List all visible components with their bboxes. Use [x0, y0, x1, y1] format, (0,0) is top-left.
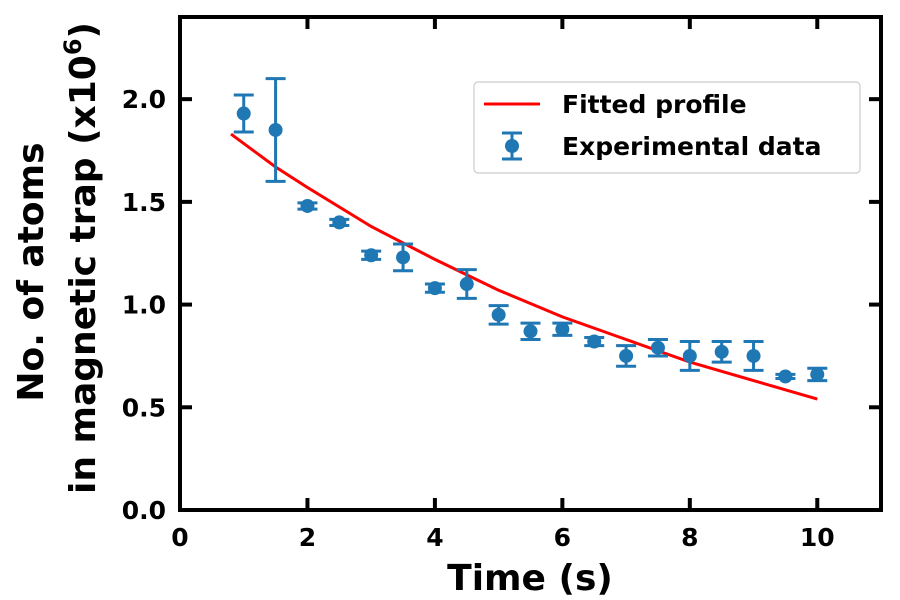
legend-data-label: Experimental data [562, 132, 821, 161]
y-tick-label: 1.5 [122, 188, 166, 217]
data-marker [459, 277, 474, 292]
experimental-data-series [233, 77, 828, 384]
x-tick-label: 4 [426, 523, 443, 552]
data-marker [714, 344, 729, 359]
data-marker [268, 122, 283, 137]
data-marker [364, 248, 379, 263]
data-marker [810, 367, 825, 382]
x-axis-title: Time (s) [447, 558, 613, 599]
y-tick-label: 0.5 [122, 393, 166, 422]
data-marker [555, 322, 570, 337]
data-point [265, 77, 286, 183]
data-marker [523, 324, 538, 339]
y-tick-label: 2.0 [122, 85, 166, 114]
fitted-profile-line [230, 132, 818, 401]
data-point [552, 321, 573, 337]
x-tick-label: 10 [800, 523, 835, 552]
y-axis-title-suffix: ) [63, 22, 104, 38]
ticks: 0 2 4 6 8 10 0.0 0.5 1.0 1.5 2.0 [122, 17, 881, 552]
data-marker [427, 281, 442, 296]
data-point [233, 93, 254, 134]
data-marker [491, 307, 506, 322]
fitted-profile-series [230, 132, 818, 401]
x-tick-label: 6 [554, 523, 571, 552]
legend-box [473, 81, 861, 174]
x-tick-label: 8 [681, 523, 698, 552]
data-point [361, 248, 382, 263]
data-marker [650, 340, 665, 355]
data-point [297, 198, 318, 213]
legend-errorbar-icon [502, 131, 522, 161]
data-marker [587, 334, 602, 349]
data-marker [396, 250, 411, 265]
data-marker [332, 215, 347, 230]
data-point [520, 321, 541, 342]
data-point [807, 366, 828, 383]
data-point [616, 344, 637, 368]
y-axis-title-line2: in magnetic trap (x106) [59, 22, 104, 494]
y-tick-label: 1.0 [122, 291, 166, 320]
data-marker [682, 348, 697, 363]
legend-fitted-label: Fitted profile [562, 90, 747, 119]
data-point [743, 340, 764, 372]
x-tick-label: 0 [171, 523, 188, 552]
data-marker [300, 198, 315, 213]
data-point [329, 215, 350, 230]
data-marker [746, 348, 761, 363]
legend: Fitted profile Experimental data [473, 81, 861, 174]
data-marker [236, 106, 251, 121]
data-marker [619, 348, 634, 363]
plot-frame [178, 15, 883, 512]
y-tick-label: 0.0 [122, 496, 166, 525]
data-marker [778, 369, 793, 384]
x-tick-label: 2 [299, 523, 316, 552]
data-point [424, 281, 445, 296]
data-point [679, 340, 700, 372]
data-point [584, 334, 605, 349]
data-point [393, 242, 414, 273]
data-point [647, 338, 668, 358]
data-point [775, 369, 796, 384]
data-point [488, 304, 509, 326]
data-point [456, 268, 477, 300]
y-axis-title-exponent: 6 [59, 38, 87, 55]
y-axis-title-line1: No. of atoms [11, 142, 52, 401]
data-point [711, 340, 732, 364]
y-axis-title-line2-main: in magnetic trap (x10 [63, 55, 104, 494]
